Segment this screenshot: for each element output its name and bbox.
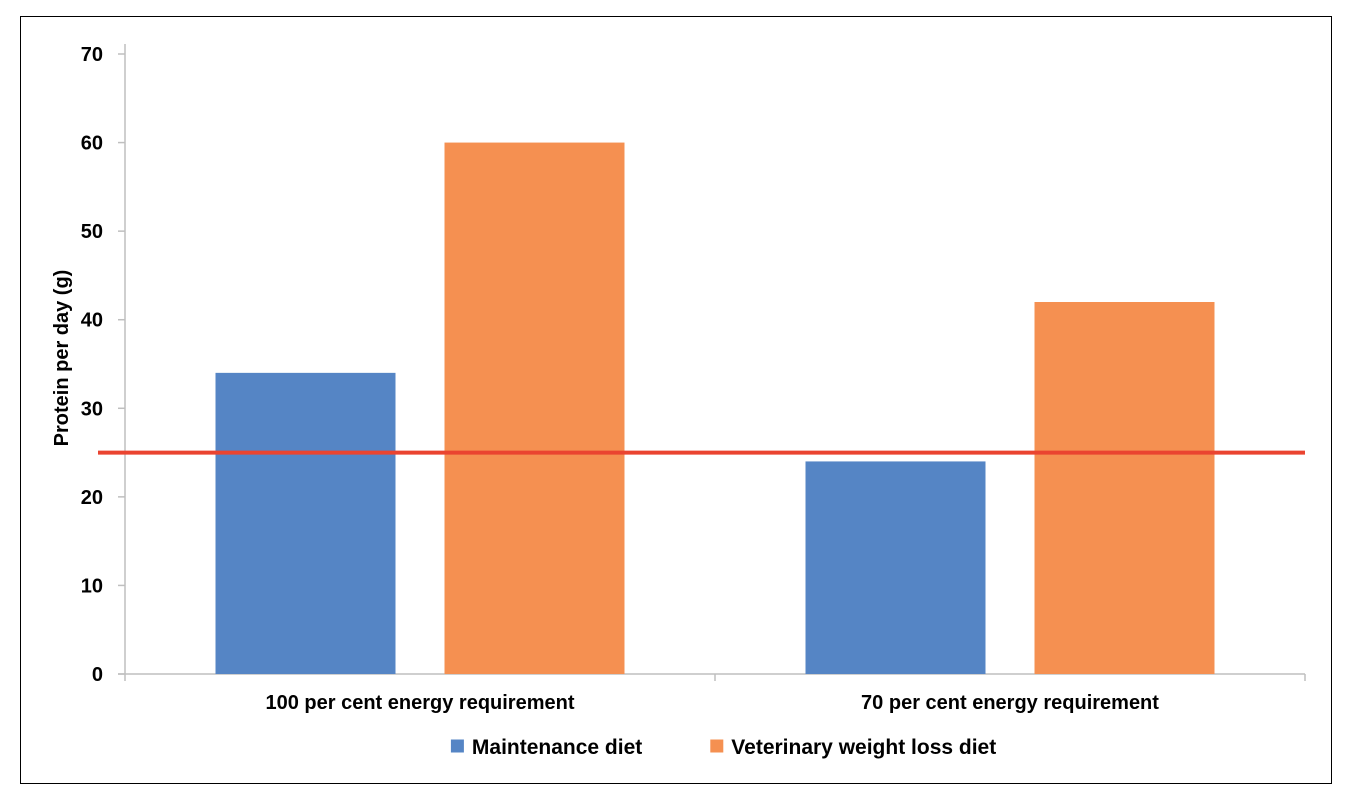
y-tick-label: 70 [81,44,103,66]
legend-label: Maintenance diet [472,736,642,759]
y-tick-label: 50 [81,221,103,243]
legend: Maintenance diet Veterinary weight loss d… [450,736,996,759]
y-tick-label: 0 [92,664,103,686]
x-tick-label: 100 per cent energy requirement [265,692,574,714]
legend-swatch [450,739,464,753]
plot-area: 0 10 20 30 40 50 60 70 100 per cent energy requi… [81,44,1306,714]
y-tick-label: 40 [81,310,103,332]
bar [444,142,625,675]
bar [215,372,396,674]
legend-label: Veterinary weight loss diet [731,736,996,759]
x-tick-label: 70 per cent energy requirement [861,692,1159,714]
bar [1034,302,1215,674]
y-tick-label: 20 [81,487,103,509]
y-tick-label: 30 [81,398,103,420]
y-axis-title: Protein per day (g) [51,270,73,447]
legend-swatch [710,739,724,753]
y-tick-label: 10 [81,575,103,597]
y-tick-label: 60 [81,133,103,155]
bar [805,461,986,674]
